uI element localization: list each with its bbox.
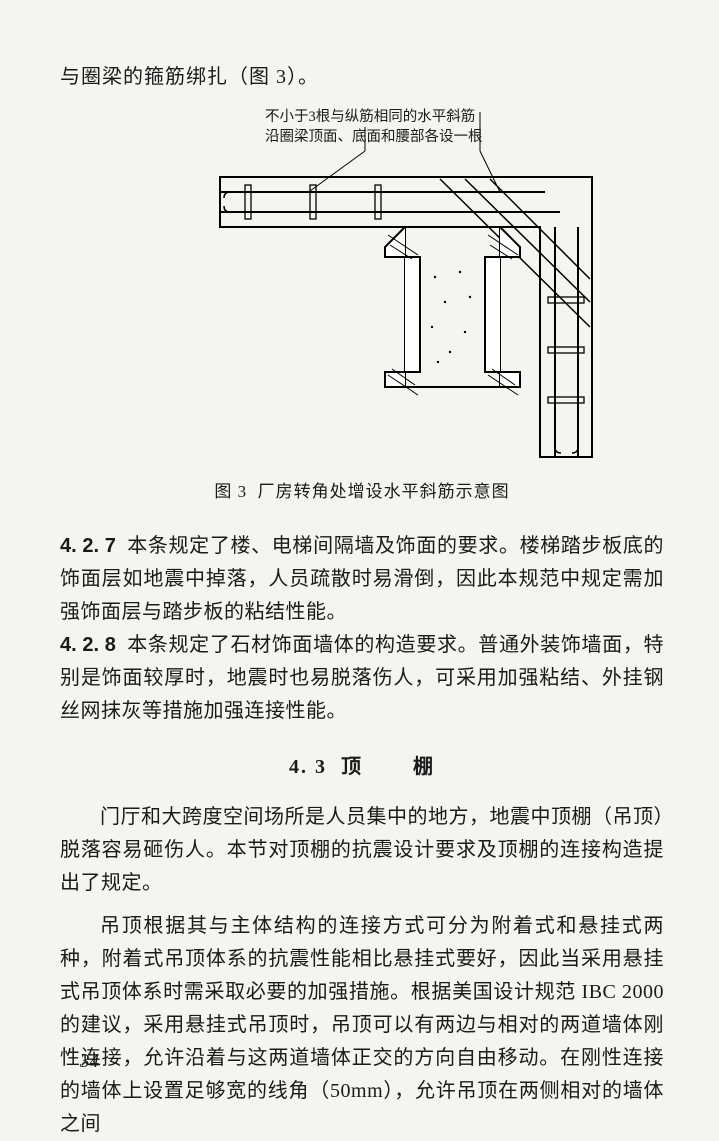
clause-text: 本条规定了石材饰面墙体的构造要求。普通外装饰墙面，特别是饰面较厚时，地震时也易脱…	[60, 634, 664, 722]
section-title-a: 顶	[341, 756, 363, 778]
clause-number: 4. 2. 8	[60, 634, 116, 656]
section-para-1: 门厅和大跨度空间场所是人员集中的地方，地震中顶棚（吊顶）脱落容易砸伤人。本节对顶…	[60, 801, 664, 900]
para2-text-b: 的建议，采用悬挂式吊顶时，吊顶可以有两边与相对的两道墙体刚性连接，允许沿着与这两…	[60, 1014, 664, 1135]
section-num: 4. 3	[289, 756, 327, 778]
section-title-b: 棚	[413, 756, 435, 778]
para2-text-a: 吊顶根据其与主体结构的连接方式可分为附着式和悬挂式两种，附着式吊顶体系的抗震性能…	[60, 915, 664, 1003]
clause-4-2-7: 4. 2. 7 本条规定了楼、电梯间隔墙及饰面的要求。楼梯踏步板底的饰面层如地震…	[60, 530, 664, 629]
figure-3: 不小于3根与纵筋相同的水平斜筋 沿圈梁顶面、底面和腰部各设一根	[60, 107, 664, 467]
section-para-2: 吊顶根据其与主体结构的连接方式可分为附着式和悬挂式两种，附着式吊顶体系的抗震性能…	[60, 910, 664, 1141]
caption-text: 厂房转角处增设水平斜筋示意图	[258, 482, 510, 501]
figure-caption: 图 3 厂房转角处增设水平斜筋示意图	[60, 477, 664, 502]
continuation-line: 与圈梁的箍筋绑扎（图 3）。	[60, 60, 664, 89]
caption-num: 图 3	[214, 482, 247, 501]
ibc-ref: IBC 2000	[582, 981, 664, 1003]
section-4-3-heading: 4. 3 顶 棚	[60, 750, 664, 779]
page-number: 34	[80, 1051, 99, 1073]
figure-svg	[160, 107, 600, 467]
clause-number: 4. 2. 7	[60, 535, 116, 557]
clause-text: 本条规定了楼、电梯间隔墙及饰面的要求。楼梯踏步板底的饰面层如地震中掉落，人员疏散…	[60, 535, 664, 623]
clause-4-2-8: 4. 2. 8 本条规定了石材饰面墙体的构造要求。普通外装饰墙面，特别是饰面较厚…	[60, 629, 664, 728]
